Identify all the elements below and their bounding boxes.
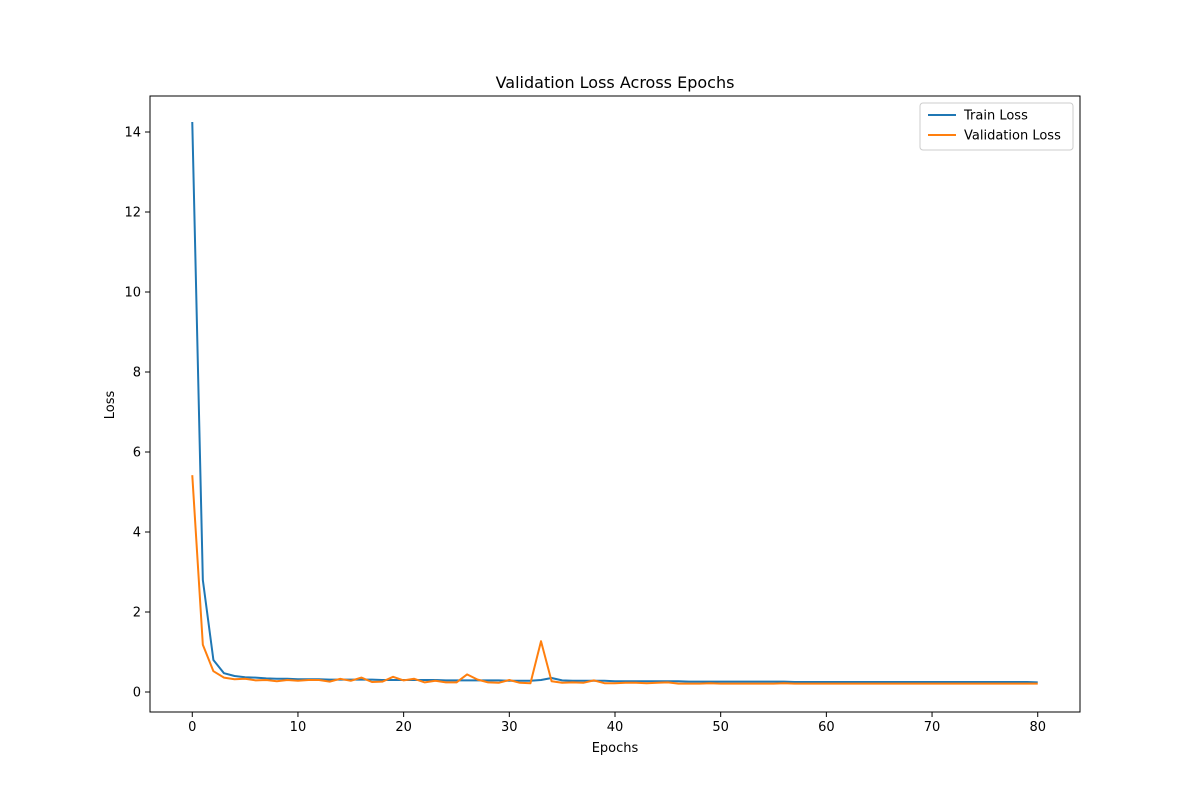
y-tick-label: 8	[133, 366, 141, 381]
x-axis-label: Epochs	[592, 741, 639, 756]
y-tick-label: 12	[124, 206, 141, 221]
x-axis-ticks: 0 10 20 30 40 50 60 70 80	[188, 712, 1046, 735]
y-tick-label: 4	[133, 526, 141, 541]
y-tick-label: 2	[133, 606, 141, 621]
legend: Train Loss Validation Loss	[919, 102, 1074, 151]
x-tick-label: 30	[501, 720, 518, 735]
y-axis-label: Loss	[103, 391, 118, 420]
x-tick-label: 50	[712, 720, 729, 735]
y-axis-ticks: 0 2 4 6 8 10 12 14	[124, 126, 150, 701]
x-tick-label: 10	[290, 720, 307, 735]
x-tick-label: 40	[607, 720, 624, 735]
x-tick-label: 20	[395, 720, 412, 735]
x-tick-label: 60	[818, 720, 835, 735]
plot-frame	[149, 95, 1081, 713]
x-tick-label: 0	[188, 720, 196, 735]
legend-label-train-loss: Train Loss	[963, 109, 1028, 124]
x-tick-label: 70	[924, 720, 941, 735]
chart-title: Validation Loss Across Epochs	[496, 73, 735, 92]
legend-label-validation-loss: Validation Loss	[964, 129, 1061, 144]
series-line-validation-loss	[191, 475, 1038, 685]
y-tick-label: 14	[124, 126, 141, 141]
y-tick-label: 10	[124, 286, 141, 301]
y-tick-label: 6	[133, 446, 141, 461]
legend-box	[919, 102, 1074, 151]
plot-lines	[191, 121, 1038, 685]
x-tick-label: 80	[1029, 720, 1046, 735]
y-tick-label: 0	[133, 686, 141, 701]
series-line-train-loss	[191, 121, 1038, 684]
